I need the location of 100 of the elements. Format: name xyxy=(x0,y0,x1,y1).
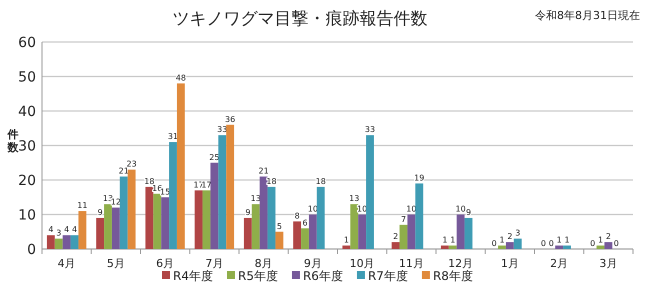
bar xyxy=(161,197,170,249)
data-label: 6 xyxy=(302,218,308,228)
data-label: 5 xyxy=(276,222,282,231)
data-label: 13 xyxy=(349,194,360,204)
bar xyxy=(218,135,226,249)
bar xyxy=(464,218,472,249)
bar xyxy=(358,214,366,249)
data-label: 25 xyxy=(209,152,220,162)
data-label: 18 xyxy=(144,176,154,186)
legend-label: R4年度 xyxy=(173,269,213,283)
data-label: 31 xyxy=(168,132,178,142)
bar xyxy=(293,221,302,249)
data-label: 1 xyxy=(442,236,448,245)
bar xyxy=(70,235,78,249)
x-tick-label: 6月 xyxy=(156,257,174,270)
bar xyxy=(128,170,136,249)
data-label: 48 xyxy=(176,73,186,82)
bar xyxy=(308,214,317,249)
data-label: 2 xyxy=(606,232,611,242)
data-label: 9 xyxy=(98,208,103,217)
bar xyxy=(112,208,120,249)
data-label: 3 xyxy=(515,228,520,238)
bar xyxy=(104,204,112,249)
y-tick-label: 10 xyxy=(18,208,36,224)
bar xyxy=(210,162,218,249)
bar xyxy=(392,242,400,249)
bar xyxy=(169,142,177,249)
bar xyxy=(448,246,457,249)
data-label: 1 xyxy=(450,236,456,245)
data-label: 17 xyxy=(201,180,212,190)
x-tick-label: 9月 xyxy=(304,257,322,270)
data-label: 21 xyxy=(258,166,269,176)
bar xyxy=(555,246,564,249)
bar xyxy=(226,124,234,249)
data-label: 8 xyxy=(294,211,300,220)
data-label: 1 xyxy=(344,236,349,245)
y-tick-label: 40 xyxy=(18,104,36,120)
data-label: 21 xyxy=(118,166,129,176)
bar xyxy=(498,246,506,249)
data-label: 18 xyxy=(316,176,326,186)
bar xyxy=(96,218,104,249)
legend-label: R8年度 xyxy=(432,269,473,283)
data-label: 33 xyxy=(364,125,376,134)
bar xyxy=(563,246,571,249)
bar xyxy=(342,246,350,249)
legend-label: R7年度 xyxy=(368,269,408,283)
data-label: 10 xyxy=(456,204,466,214)
bar xyxy=(268,186,276,249)
x-tick-label: 10月 xyxy=(350,257,375,270)
data-label: 12 xyxy=(110,198,121,207)
data-label: 0 xyxy=(614,239,619,248)
chart-title: ツキノワグマ目撃・痕跡報告件数 xyxy=(172,9,428,29)
bar xyxy=(194,190,203,249)
bar xyxy=(407,214,416,249)
x-tick-label: 1月 xyxy=(500,257,519,270)
data-label: 3 xyxy=(56,228,62,238)
data-label: 9 xyxy=(466,208,472,217)
data-label: 11 xyxy=(77,201,88,210)
text: 令和8年8月31日現在 xyxy=(535,9,640,22)
x-tick-label: 3月 xyxy=(599,257,618,270)
y-tick-label: 50 xyxy=(18,70,36,86)
data-label: 0 xyxy=(548,239,554,248)
data-label: 23 xyxy=(126,160,137,169)
bar xyxy=(604,242,612,249)
x-tick-label: 7月 xyxy=(205,257,224,270)
data-label: 33 xyxy=(217,125,228,134)
bar xyxy=(350,204,358,249)
y-tick-label: 20 xyxy=(18,173,36,189)
bar xyxy=(153,194,162,249)
x-tick-label: 8月 xyxy=(254,257,273,270)
data-label: 0 xyxy=(540,239,546,248)
bar xyxy=(275,232,284,249)
bar xyxy=(78,211,86,249)
bar xyxy=(415,183,424,249)
bar xyxy=(54,238,63,249)
data-label: 19 xyxy=(414,173,424,182)
y-tick-label: 0 xyxy=(27,242,36,258)
data-label: 1 xyxy=(564,236,570,245)
bar xyxy=(244,218,252,249)
bar xyxy=(260,176,268,249)
bar xyxy=(46,235,55,249)
y-axis-title: 件数 xyxy=(6,128,20,154)
data-label: 1 xyxy=(499,236,505,245)
bar xyxy=(366,135,374,249)
bar xyxy=(456,214,465,249)
data-label: 2 xyxy=(507,232,512,242)
x-tick-label: 12月 xyxy=(448,257,474,270)
data-label: 1 xyxy=(598,236,604,245)
bar xyxy=(301,228,309,249)
y-tick-label: 60 xyxy=(18,35,36,51)
bar xyxy=(120,176,128,249)
data-label: 9 xyxy=(245,208,250,217)
legend-label: R5年度 xyxy=(238,269,278,283)
legend-label: R6年度 xyxy=(302,269,343,283)
bar xyxy=(506,242,514,249)
x-tick-label: 5月 xyxy=(106,257,125,270)
x-tick-label: 11月 xyxy=(398,257,424,270)
bar xyxy=(596,246,604,249)
data-label: 4 xyxy=(72,225,78,234)
y-tick-label: 30 xyxy=(18,138,36,154)
